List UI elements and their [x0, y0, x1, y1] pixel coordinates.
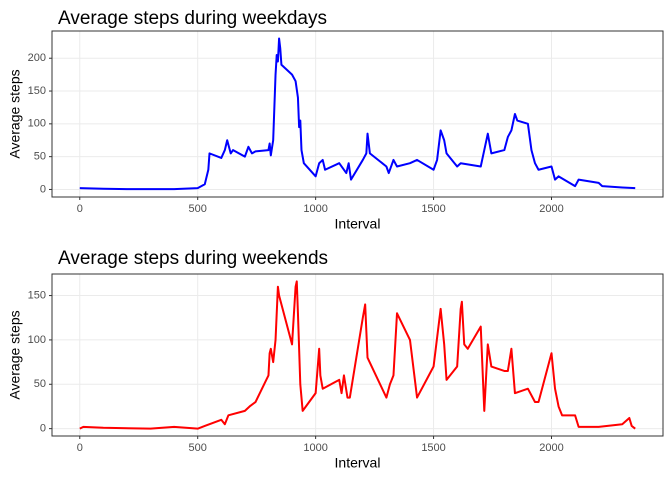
- x-tick-label: 1500: [421, 203, 445, 215]
- chart-title: Average steps during weekdays: [58, 8, 327, 29]
- y-tick-label: 200: [28, 52, 46, 64]
- data-line: [79, 37, 636, 191]
- x-tick-label: 0: [77, 442, 83, 454]
- x-axis-title: Interval: [335, 455, 381, 471]
- x-tick-label: 1500: [421, 442, 445, 454]
- panel-border: [51, 30, 664, 198]
- plot-panel: [52, 31, 663, 197]
- panel-border: [51, 273, 664, 437]
- x-axis-title: Interval: [335, 216, 381, 232]
- y-axis-title: Average steps: [7, 310, 23, 399]
- x-tick-label: 2000: [539, 203, 563, 215]
- y-tick-label: 150: [28, 289, 46, 301]
- x-tick-label: 1000: [303, 203, 327, 215]
- y-tick-label: 150: [28, 85, 46, 97]
- y-axis-title: Average steps: [7, 69, 23, 158]
- x-tick-label: 500: [189, 442, 207, 454]
- x-tick-label: 0: [77, 203, 83, 215]
- x-tick-label: 1000: [303, 442, 327, 454]
- data-line: [79, 280, 636, 430]
- chart-title: Average steps during weekends: [58, 248, 328, 269]
- y-tick-label: 0: [40, 183, 46, 195]
- y-tick-label: 100: [28, 118, 46, 130]
- y-tick-label: 100: [28, 334, 46, 346]
- x-tick-label: 2000: [539, 442, 563, 454]
- y-tick-label: 50: [34, 151, 46, 163]
- x-tick-label: 500: [189, 203, 207, 215]
- y-tick-label: 50: [34, 378, 46, 390]
- y-tick-label: 0: [40, 423, 46, 435]
